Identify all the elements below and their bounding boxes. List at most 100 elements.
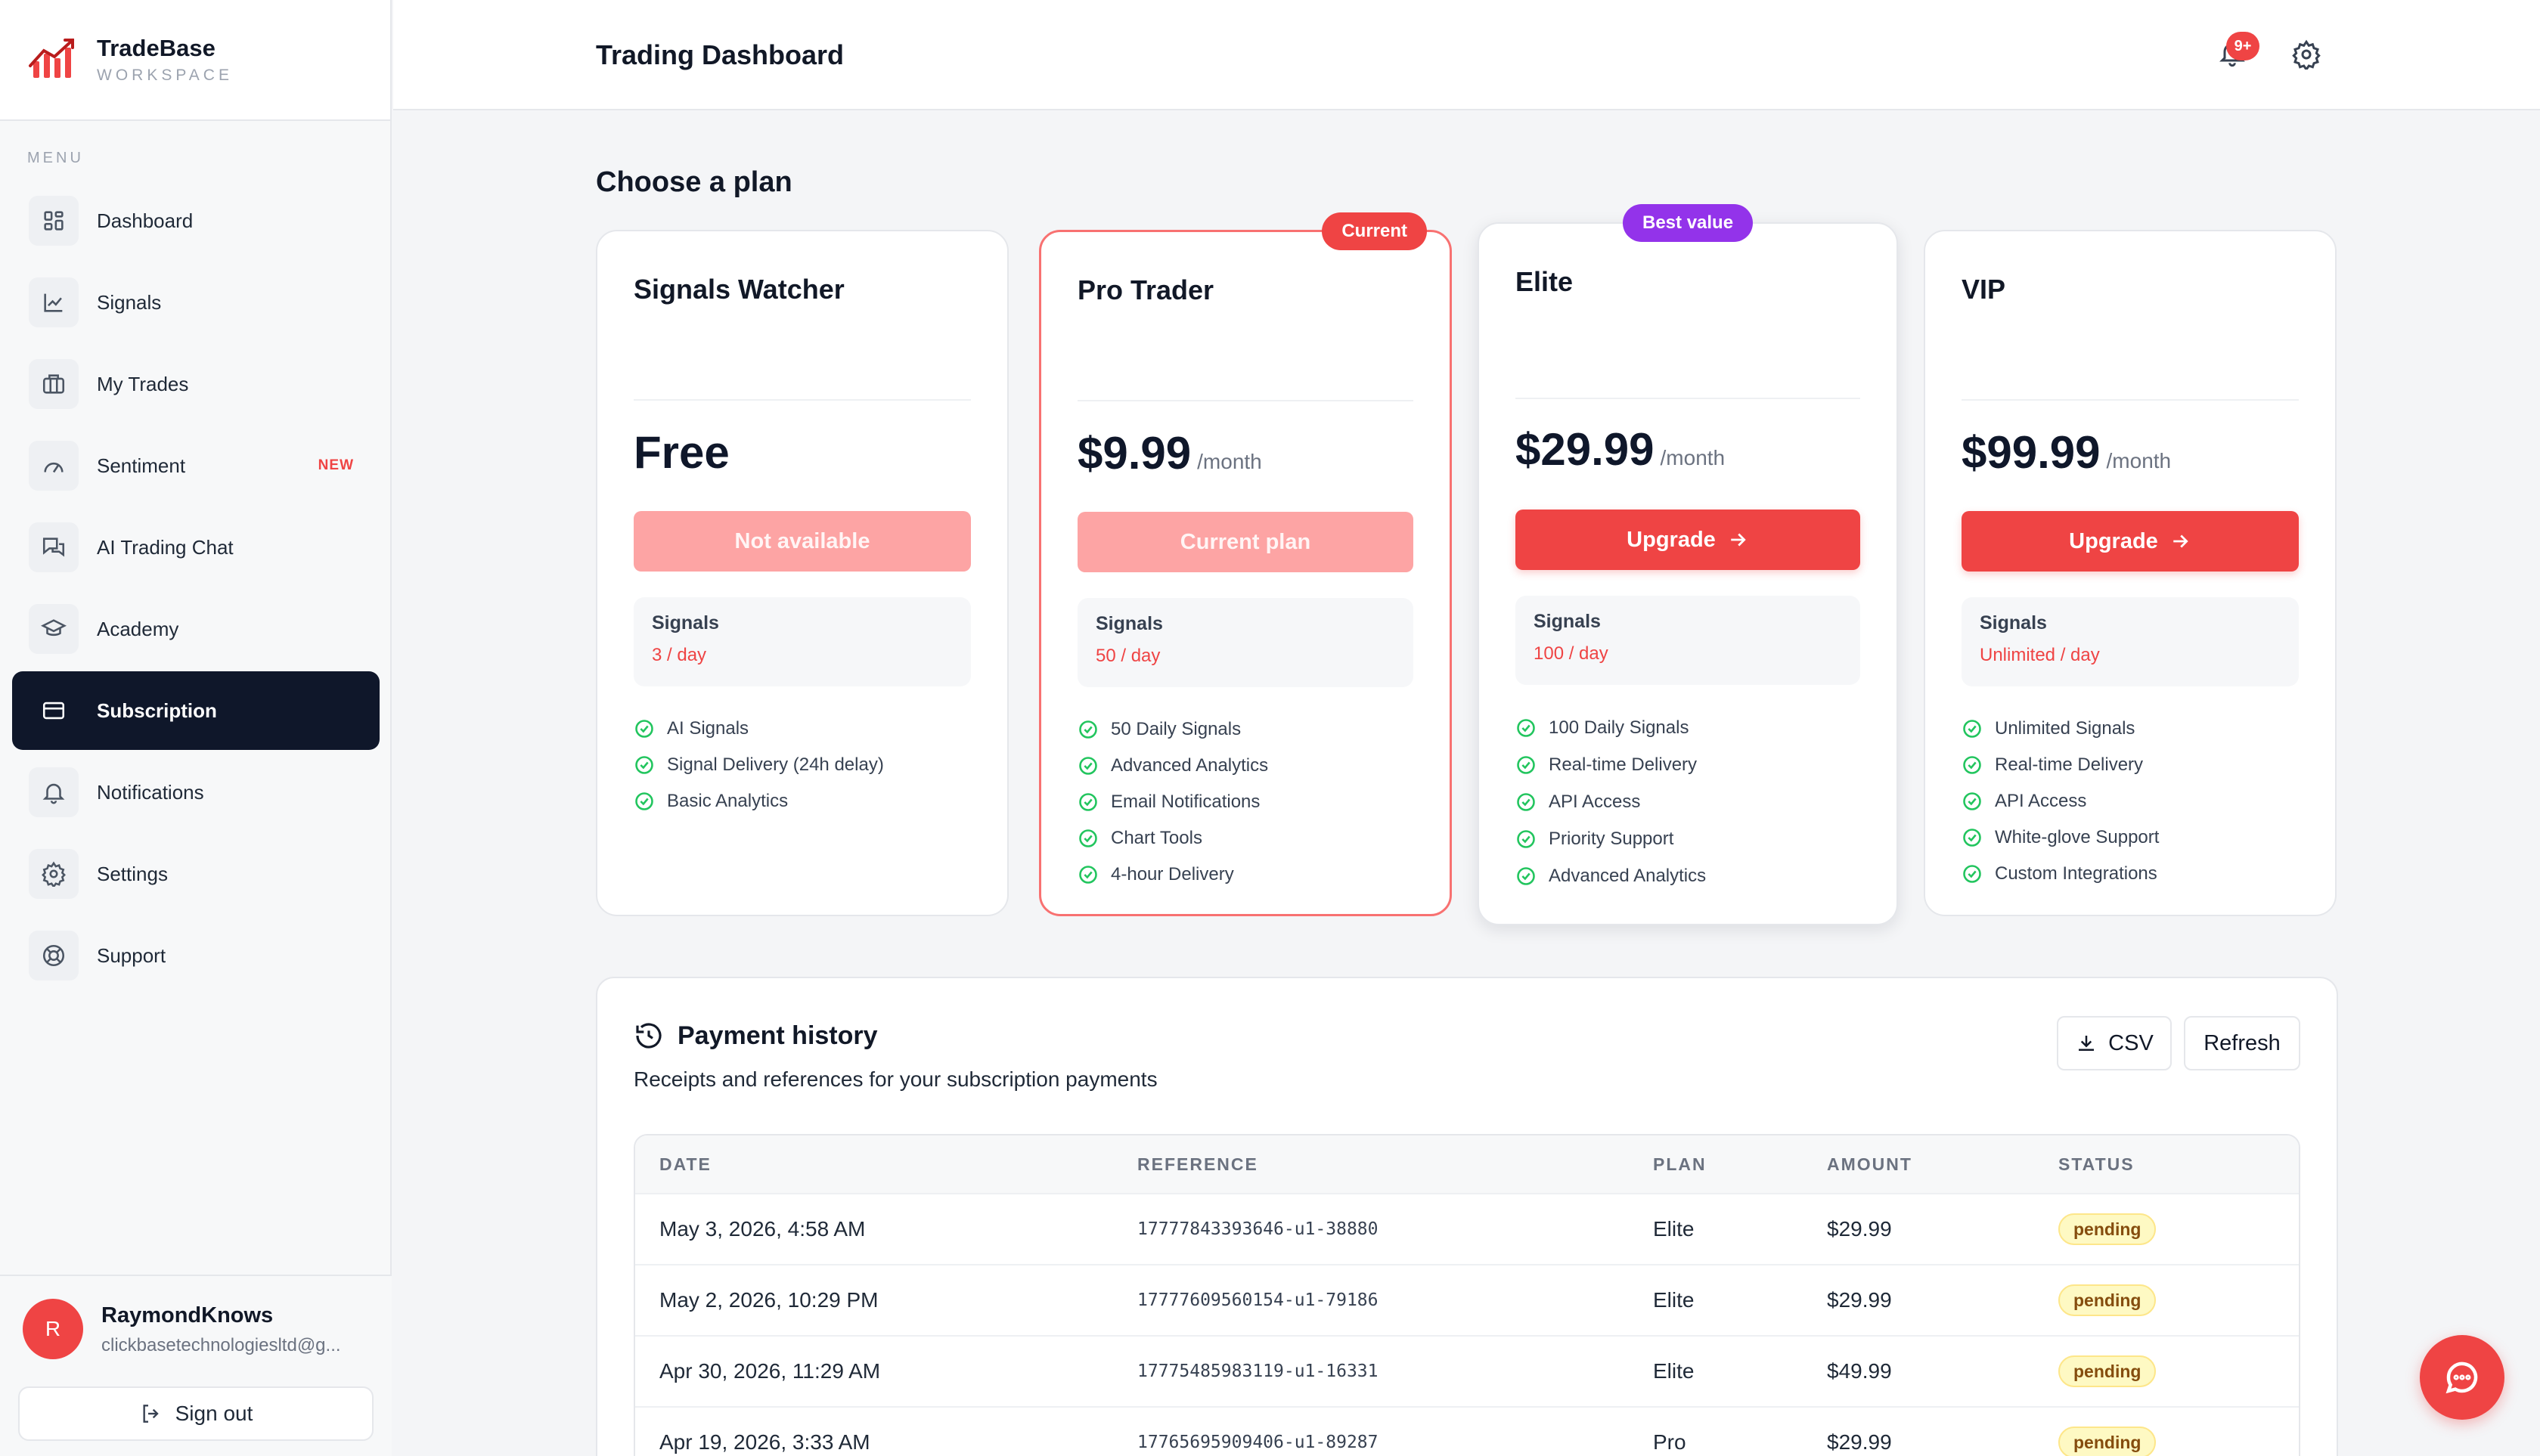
plan-price: $99.99 /month [1962,426,2171,479]
header-settings-button[interactable] [2291,39,2321,73]
feature-item: Priority Support [1515,820,1706,857]
grid-icon [29,196,79,246]
check-circle-icon [1079,720,1097,739]
quota-label: Signals [1980,612,2047,634]
payment-history-header: Payment history [634,1021,878,1051]
cell-date: May 3, 2026, 4:58 AM [659,1217,866,1241]
arrow-right-icon [2173,534,2188,548]
column-header-date[interactable]: DATE [659,1154,712,1174]
table-row[interactable]: May 2, 2026, 10:29 PM 17777609560154-u1-… [635,1264,2299,1335]
upgrade-button[interactable]: Upgrade [1962,511,2299,572]
user-name: RaymondKnows [101,1303,274,1327]
feature-label: Advanced Analytics [1549,865,1707,886]
sidebar-item-dashboard[interactable]: Dashboard [12,181,380,260]
arrow-right-icon [1731,533,1746,547]
feature-list: 50 Daily Signals Advanced Analytics Emai… [1078,711,1268,893]
feature-item: Email Notifications [1078,784,1268,820]
quota-value: Unlimited / day [1980,645,2100,665]
plan-price: $29.99 /month [1515,423,1725,476]
refresh-button[interactable]: Refresh [2184,1016,2300,1070]
plan-action-button[interactable]: Not available [634,511,971,572]
sidebar-item-subscription[interactable]: Subscription [12,671,380,750]
check-circle-icon [1517,792,1535,811]
upgrade-button[interactable]: Upgrade [1515,510,1860,570]
quota-box: Signals Unlimited / day [1962,597,2299,686]
sidebar-item-my-trades[interactable]: My Trades [12,345,380,423]
price-amount: $99.99 [1962,427,2101,478]
table-row[interactable]: Apr 19, 2026, 3:33 AM 17765695909406-u1-… [635,1406,2299,1456]
brand[interactable]: TradeBase WORKSPACE [0,0,390,121]
sidebar-item-label: Subscription [97,699,217,722]
feature-label: Advanced Analytics [1111,755,1269,776]
plans-section-title: Choose a plan [596,166,792,198]
feature-label: Email Notifications [1111,792,1261,812]
gear-icon [29,849,79,899]
feature-item: Real-time Delivery [1515,746,1706,783]
cell-amount: $49.99 [1827,1359,1892,1383]
feature-item: Advanced Analytics [1515,857,1706,894]
check-circle-icon [1517,755,1535,774]
sidebar-item-ai-trading-chat[interactable]: AI Trading Chat [12,508,380,587]
csv-export-button[interactable]: CSV [2057,1016,2172,1070]
table-row[interactable]: Apr 30, 2026, 11:29 AM 17775485983119-u1… [635,1335,2299,1406]
plan-action-button[interactable]: Current plan [1078,512,1413,572]
sidebar-nav: Dashboard Signals My Trades Sentiment NE… [12,181,380,998]
avatar[interactable]: R [23,1299,83,1359]
feature-label: 100 Daily Signals [1549,717,1689,738]
check-circle-icon [1963,720,1981,738]
brand-name: TradeBase [97,35,216,61]
sign-out-button[interactable]: Sign out [18,1386,374,1441]
brand-subtitle: WORKSPACE [97,67,233,84]
check-circle-icon [1517,866,1535,885]
status-badge: pending [2058,1426,2157,1456]
feature-label: Custom Integrations [1995,863,2157,884]
sidebar-item-notifications[interactable]: Notifications [12,753,380,832]
sidebar-item-sentiment[interactable]: Sentiment NEW [12,426,380,505]
sidebar-item-settings[interactable]: Settings [12,835,380,913]
feature-item: Unlimited Signals [1962,711,2159,747]
feature-label: 4-hour Delivery [1111,864,1234,884]
upgrade-label: Upgrade [1627,527,1716,552]
best-value-pill: Best value [1623,204,1754,242]
csv-label: CSV [2108,1030,2154,1055]
sidebar: TradeBase WORKSPACE MENU Dashboard Signa… [0,0,392,1456]
feature-label: Priority Support [1549,828,1674,849]
plan-name: Signals Watcher [634,274,845,305]
check-circle-icon [635,792,653,810]
chat-launcher-button[interactable] [2420,1335,2504,1420]
feature-item: White-glove Support [1962,819,2159,856]
table-row[interactable]: May 3, 2026, 4:58 AM 17777843393646-u1-3… [635,1193,2299,1264]
cell-amount: $29.99 [1827,1288,1892,1312]
check-circle-icon [1963,792,1981,810]
column-header-plan[interactable]: PLAN [1653,1154,1707,1174]
column-header-amount[interactable]: AMOUNT [1827,1154,1912,1174]
column-header-reference[interactable]: REFERENCE [1137,1154,1258,1174]
quota-label: Signals [1096,613,1163,634]
feature-item: Signal Delivery (24h delay) [634,747,884,783]
feature-item: Basic Analytics [634,783,884,819]
cell-reference: 17765695909406-u1-89287 [1137,1433,1379,1452]
check-circle-icon [1079,757,1097,775]
feature-label: Real-time Delivery [1549,754,1698,775]
quota-label: Signals [1534,611,1601,632]
feature-label: Signal Delivery (24h delay) [667,754,884,775]
price-unit: /month [2106,449,2172,472]
feature-item: Custom Integrations [1962,856,2159,892]
column-header-status[interactable]: STATUS [2058,1154,2135,1174]
price-amount: $9.99 [1078,428,1192,479]
sidebar-item-label: Academy [97,617,179,640]
user-email: clickbasetechnologiesltd@g... [101,1335,341,1355]
new-badge: NEW [318,457,354,473]
sidebar-item-support[interactable]: Support [12,916,380,995]
sidebar-item-academy[interactable]: Academy [12,590,380,668]
check-circle-icon [1079,793,1097,811]
feature-label: White-glove Support [1995,827,2160,847]
plan-name: Elite [1515,266,1574,297]
download-icon [2079,1036,2095,1051]
plan-card-signals-watcher: Signals Watcher Free Not available Signa… [596,230,1009,916]
sidebar-item-signals[interactable]: Signals [12,263,380,342]
sidebar-item-label: Notifications [97,780,204,804]
feature-label: API Access [1549,791,1641,812]
feature-item: 4-hour Delivery [1078,857,1268,893]
sign-out-icon [143,1405,159,1423]
